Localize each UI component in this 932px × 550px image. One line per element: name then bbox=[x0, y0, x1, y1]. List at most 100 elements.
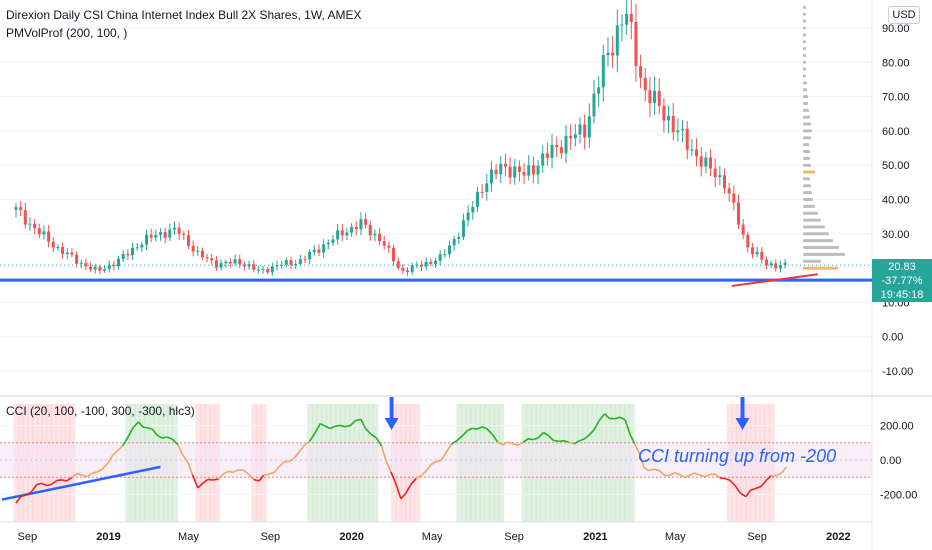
candle-body bbox=[186, 235, 190, 246]
cci-segment bbox=[435, 459, 442, 463]
cci-segment bbox=[247, 473, 255, 481]
candle-body bbox=[648, 90, 652, 104]
candle-body bbox=[56, 247, 60, 249]
candle-body bbox=[396, 261, 400, 268]
cci-segment bbox=[228, 470, 234, 474]
change-percent-tag: -37.77% bbox=[872, 274, 932, 288]
candle-body bbox=[601, 55, 605, 88]
cci-segment bbox=[66, 476, 73, 482]
candle-body bbox=[37, 228, 41, 235]
candle-body bbox=[364, 219, 368, 225]
volume-profile-bar bbox=[803, 67, 806, 71]
cci-segment bbox=[512, 443, 519, 447]
cci-segment bbox=[76, 472, 83, 477]
cci-legend[interactable]: CCI (20, 100, -100, 300, -300, hlc3) bbox=[6, 404, 195, 418]
cci-segment bbox=[166, 436, 173, 441]
cci-segment bbox=[15, 496, 22, 504]
candle-body bbox=[438, 254, 442, 261]
candle-body bbox=[704, 157, 708, 167]
volume-profile-bar bbox=[803, 177, 810, 181]
cci-segment bbox=[334, 424, 341, 428]
cci-segment bbox=[614, 416, 621, 420]
cci-segment bbox=[132, 421, 140, 428]
cci-segment bbox=[734, 485, 742, 494]
cci-segment bbox=[553, 439, 559, 443]
cci-segment bbox=[385, 460, 392, 473]
candle-body bbox=[135, 247, 139, 249]
candle-body bbox=[126, 253, 130, 256]
cci-segment bbox=[222, 470, 229, 475]
candle-body bbox=[723, 175, 727, 189]
volume-profile-legend[interactable]: PMVolProf (200, 100, ) bbox=[6, 26, 128, 40]
time-axis[interactable]: Sep 2019 May Sep 2020 May Sep 2021 May Sep 2022 bbox=[18, 531, 851, 543]
cci-segment bbox=[201, 478, 209, 485]
volume-profile-bar bbox=[803, 101, 808, 105]
price-axis[interactable]: -10.000.0010.0020.0030.0040.0050.0060.00… bbox=[882, 23, 913, 378]
cci-segment bbox=[578, 438, 585, 442]
down-arrow-head bbox=[384, 418, 399, 430]
cci-segment bbox=[533, 437, 539, 441]
cci-segment bbox=[96, 468, 103, 473]
candle-body bbox=[98, 266, 102, 271]
candle-body bbox=[564, 135, 568, 154]
candle-body bbox=[741, 224, 745, 235]
time-axis-label: 2019 bbox=[96, 531, 120, 543]
currency-button[interactable]: USD bbox=[888, 6, 920, 24]
candle-body bbox=[294, 264, 298, 266]
candle-body bbox=[210, 258, 214, 261]
cci-segment bbox=[694, 472, 701, 476]
candle-body bbox=[117, 258, 121, 267]
down-arrow-head bbox=[735, 418, 750, 430]
candle-body bbox=[681, 128, 685, 131]
volume-profile-bar bbox=[803, 163, 811, 167]
cci-segment bbox=[365, 428, 372, 435]
volume-profile-bar bbox=[803, 239, 833, 243]
candle-body bbox=[214, 260, 218, 268]
volume-profile-bar bbox=[803, 81, 807, 85]
candle-body bbox=[517, 166, 521, 172]
cci-segment bbox=[563, 440, 569, 444]
candle-body bbox=[750, 247, 754, 255]
candle-body bbox=[224, 261, 228, 264]
cci-segment bbox=[299, 444, 305, 452]
candle-body bbox=[732, 193, 736, 203]
cci-segment bbox=[633, 443, 640, 454]
cci-segment bbox=[461, 430, 468, 437]
volume-profile-bar bbox=[803, 211, 818, 215]
candle-body bbox=[336, 230, 340, 240]
candle-body bbox=[47, 231, 51, 242]
candle-body bbox=[107, 264, 111, 270]
cci-axis[interactable]: 200.00 0.00 -200.00 bbox=[880, 421, 917, 502]
cci-segment bbox=[558, 439, 565, 443]
cci-segment bbox=[678, 473, 685, 479]
candle-body bbox=[252, 264, 256, 270]
candle-body bbox=[699, 156, 703, 167]
candle-body bbox=[466, 212, 470, 221]
cci-segment bbox=[314, 423, 321, 434]
cci-segment bbox=[750, 487, 757, 491]
candle-body bbox=[261, 269, 265, 271]
cci-segment bbox=[355, 418, 362, 422]
price-axis-label: -10.00 bbox=[882, 366, 913, 378]
candle-body bbox=[513, 166, 517, 178]
cci-segment bbox=[527, 438, 534, 441]
cci-segment bbox=[517, 441, 524, 446]
cci-segment bbox=[212, 478, 219, 481]
cci-segment bbox=[471, 427, 477, 430]
cci-segment bbox=[755, 485, 762, 490]
annotation-arrows bbox=[384, 397, 750, 430]
candle-body bbox=[238, 259, 242, 265]
cci-segment bbox=[263, 473, 270, 476]
cci-segment bbox=[86, 472, 93, 478]
symbol-title[interactable]: Direxion Daily CSI China Internet Index … bbox=[6, 8, 362, 22]
volume-profile-bar bbox=[803, 53, 806, 57]
candle-body bbox=[522, 171, 526, 176]
cci-segment bbox=[780, 466, 788, 474]
cci-segment bbox=[349, 420, 357, 427]
candle-body bbox=[228, 261, 232, 264]
cci-segment bbox=[466, 427, 473, 432]
cci-segment bbox=[36, 482, 42, 486]
candle-body bbox=[70, 252, 74, 255]
candle-body bbox=[760, 251, 764, 260]
